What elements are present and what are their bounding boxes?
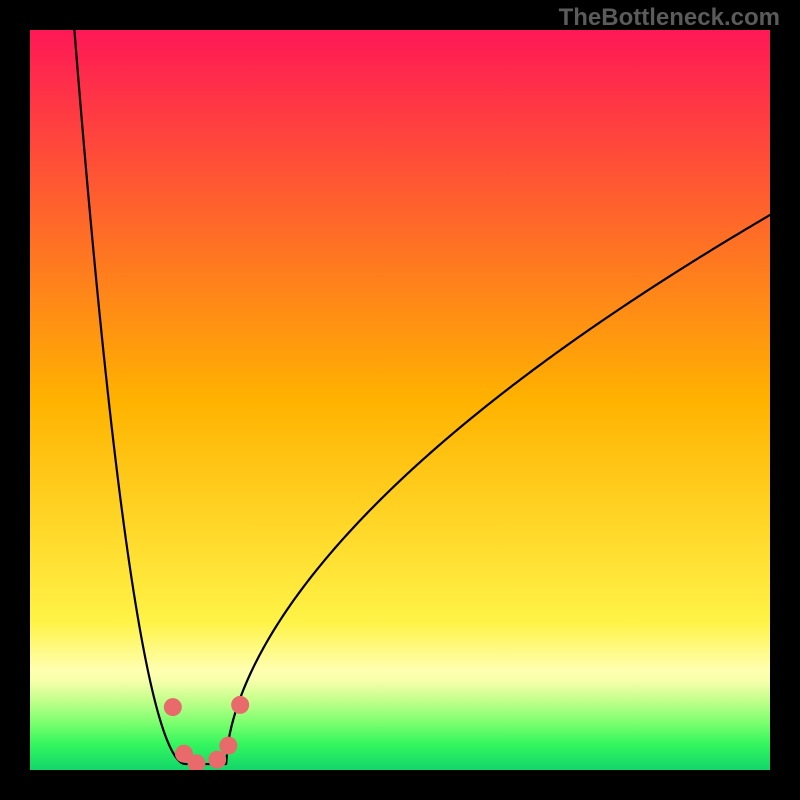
watermark-text: TheBottleneck.com [559,4,780,32]
curve-marker [231,696,249,714]
curve-marker [219,737,237,755]
stage: TheBottleneck.com [0,0,800,800]
curve-marker [208,751,226,769]
chart-background [30,30,770,770]
curve-marker [164,698,182,716]
bottleneck-chart [30,30,770,770]
